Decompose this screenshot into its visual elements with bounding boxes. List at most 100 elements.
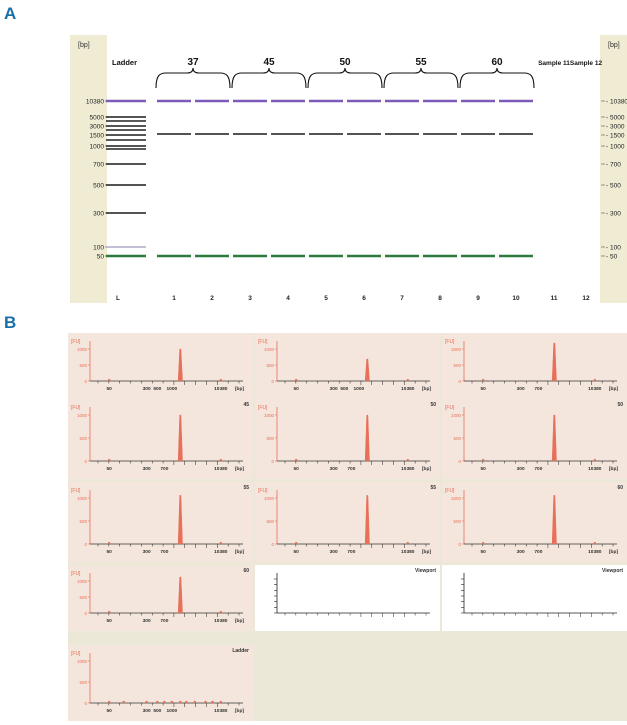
lower-marker-peak (108, 378, 111, 382)
ladder-size-label-300: 300 (93, 211, 104, 218)
lower-marker-peak (482, 458, 485, 462)
x-tick-300: 300 (517, 549, 525, 555)
y-tick-500: 500 (453, 363, 461, 368)
plot-bg (442, 333, 627, 399)
x-tick-50: 50 (106, 708, 112, 714)
lane-label-4: 4 (286, 295, 290, 302)
x-tick-300: 300 (143, 708, 151, 714)
lower-marker-peak (482, 541, 485, 545)
x-tick-10380: 10380 (214, 618, 228, 624)
x-unit-label: [bp] (609, 466, 618, 472)
plot-bg (255, 482, 440, 562)
electropherogram-4: [FU] 1000 500 0 50 300 700 10380 [bp] 45 (68, 399, 253, 479)
plot-bg (442, 565, 627, 631)
y-tick-0: 0 (84, 459, 87, 464)
upper-marker-peak (219, 378, 222, 382)
x-tick-50: 50 (480, 386, 486, 392)
y-unit-label: [FU] (445, 405, 455, 411)
x-tick-50: 50 (293, 386, 299, 392)
x-unit-label: [bp] (422, 466, 431, 472)
plot-bg (68, 482, 253, 562)
x-tick-1000: 1000 (354, 386, 365, 392)
y-tick-0: 0 (458, 379, 461, 384)
sample-header-11: Sample 11 (538, 60, 570, 67)
ladder-size-label-1500: 1500 (90, 133, 105, 140)
ladder-peak-2000 (185, 700, 188, 704)
x-tick-700: 700 (347, 549, 355, 555)
panel-b-label: B (4, 313, 17, 332)
y-tick-500: 500 (266, 363, 274, 368)
right-tick-label-700: - 700 (606, 162, 621, 169)
ladder-peak-50 (107, 700, 111, 704)
lane-label-6: 6 (362, 295, 366, 302)
upper-marker-peak (593, 378, 596, 382)
right-tick-label-300: - 300 (606, 211, 621, 218)
x-tick-300: 300 (517, 466, 525, 472)
ladder-peak-5000 (204, 700, 207, 704)
upper-marker-peak (593, 458, 596, 462)
sample-peak (364, 358, 370, 382)
electropherogram-9: [FU] 1000 500 0 50 300 700 10380 [bp] 60 (442, 482, 627, 562)
x-unit-label: [bp] (235, 708, 244, 714)
plot-label: 50 (430, 402, 436, 408)
right-tick-label-100: - 100 (606, 245, 621, 252)
x-tick-50: 50 (293, 466, 299, 472)
upper-marker-peak (219, 458, 222, 462)
y-unit-label: [FU] (445, 488, 455, 494)
y-tick-500: 500 (266, 519, 274, 524)
electropherogram-12: Viewport (442, 565, 627, 631)
y-tick-0: 0 (84, 542, 87, 547)
group-bracket-45 (231, 67, 307, 89)
sample-peak (551, 495, 557, 545)
plot-label: 50 (617, 402, 623, 408)
x-tick-1000: 1000 (167, 386, 178, 392)
sample-peak (551, 342, 557, 382)
gel-unit-right: [bp] (608, 42, 620, 49)
sample-peak (177, 348, 183, 382)
x-tick-10380: 10380 (214, 386, 228, 392)
x-tick-500: 500 (153, 708, 161, 714)
y-tick-0: 0 (458, 459, 461, 464)
plot-label: Viewport (415, 568, 436, 574)
electropherogram-3: [FU] 1000 500 0 50 300 700 10380 [bp] (442, 333, 627, 399)
x-unit-label: [bp] (235, 549, 244, 555)
x-tick-50: 50 (293, 549, 299, 555)
gel-unit-left: [bp] (78, 42, 90, 49)
y-tick-0: 0 (84, 379, 87, 384)
plot-label: 60 (243, 568, 249, 574)
y-tick-1000: 1000 (77, 496, 88, 501)
ladder-peak-10380 (219, 700, 222, 704)
lower-marker-peak (482, 378, 485, 382)
x-unit-label: [bp] (422, 386, 431, 392)
x-tick-10380: 10380 (214, 708, 228, 714)
plot-bg (255, 399, 440, 479)
plot-label: Ladder (232, 648, 249, 654)
ladder-size-label-500: 500 (93, 183, 104, 190)
x-unit-label: [bp] (609, 549, 618, 555)
x-tick-50: 50 (480, 466, 486, 472)
group-label-37: 37 (187, 57, 199, 68)
electropherogram-8: [FU] 1000 500 0 50 300 700 10380 [bp] 55 (255, 482, 440, 562)
x-tick-300: 300 (143, 466, 151, 472)
ladder-size-label-700: 700 (93, 162, 104, 169)
ladder-peak-7000 (211, 700, 214, 704)
plot-bg (68, 565, 253, 631)
upper-marker-peak (593, 541, 596, 545)
right-tick-label-3000: - 3000 (606, 124, 625, 131)
sample-peak (177, 414, 183, 462)
ladder-peak-100 (122, 700, 125, 704)
x-tick-700: 700 (534, 549, 542, 555)
x-tick-700: 700 (534, 386, 542, 392)
x-tick-50: 50 (106, 618, 112, 624)
y-tick-0: 0 (84, 611, 87, 616)
x-unit-label: [bp] (422, 549, 431, 555)
y-tick-1000: 1000 (77, 347, 88, 352)
electropherogram-7: [FU] 1000 500 0 50 300 700 10380 [bp] 55 (68, 482, 253, 562)
lane-label-11: 11 (551, 295, 558, 302)
right-tick-label-500: - 500 (606, 183, 621, 190)
y-unit-label: [FU] (71, 651, 81, 657)
y-tick-1000: 1000 (451, 347, 462, 352)
upper-marker-peak (219, 541, 222, 545)
